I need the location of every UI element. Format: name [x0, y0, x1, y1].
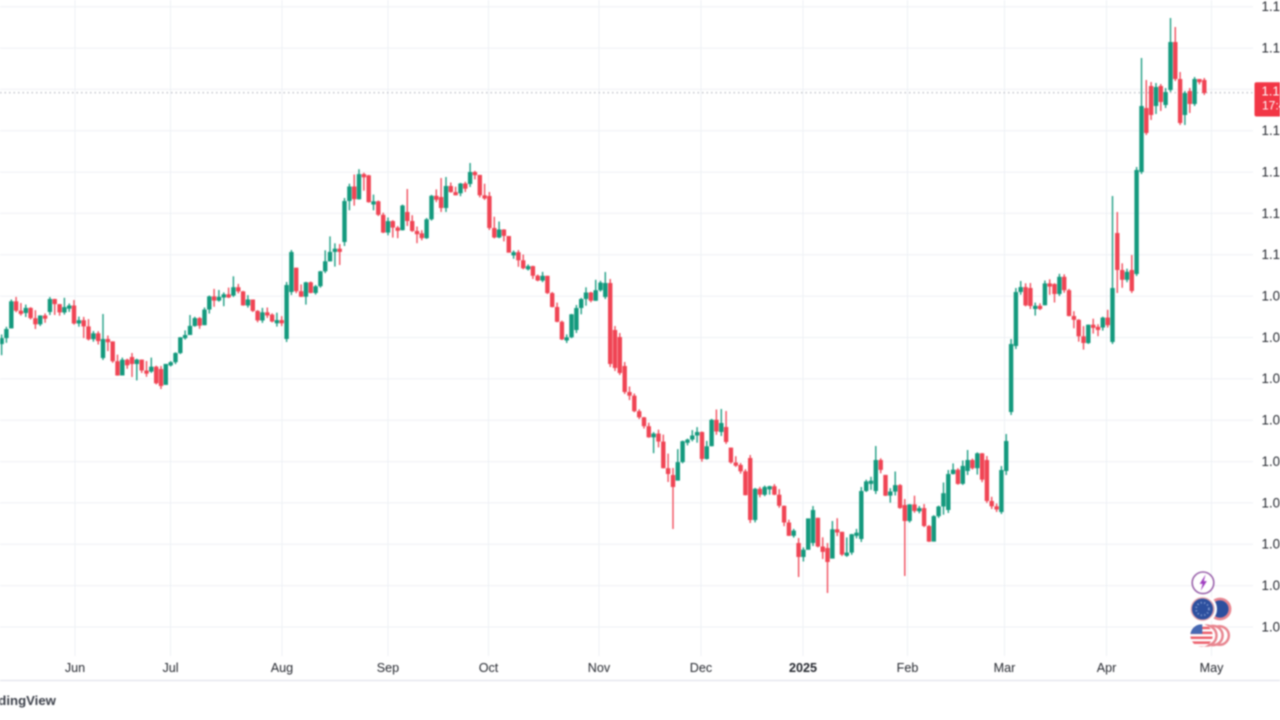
svg-text:1.08: 1.08 [1262, 330, 1280, 345]
svg-text:Sep: Sep [377, 661, 399, 675]
svg-text:Apr: Apr [1097, 661, 1117, 675]
svg-text:Mar: Mar [994, 661, 1016, 675]
svg-text:1.05: 1.05 [1262, 454, 1280, 469]
svg-text:May: May [1200, 661, 1224, 675]
svg-text:1.02: 1.02 [1262, 578, 1280, 593]
svg-text:1.15: 1.15 [1262, 41, 1280, 56]
svg-text:17:4: 17:4 [1262, 99, 1280, 113]
svg-text:1.06: 1.06 [1262, 413, 1280, 428]
svg-text:1.16: 1.16 [1262, 0, 1280, 14]
svg-text:1.01: 1.01 [1262, 619, 1280, 634]
svg-text:Dec: Dec [690, 661, 712, 675]
svg-text:1.04: 1.04 [1262, 495, 1280, 510]
svg-text:1.09: 1.09 [1262, 289, 1280, 304]
svg-text:2025: 2025 [789, 661, 817, 675]
svg-text:Oct: Oct [479, 661, 499, 675]
svg-text:Nov: Nov [588, 661, 611, 675]
svg-text:Jul: Jul [162, 661, 178, 675]
svg-text:Aug: Aug [271, 661, 293, 675]
svg-text:Jun: Jun [65, 661, 85, 675]
svg-text:Feb: Feb [897, 661, 919, 675]
svg-text:1.07: 1.07 [1262, 371, 1280, 386]
svg-text:1.12: 1.12 [1262, 165, 1280, 180]
svg-text:1.13: 1.13 [1262, 84, 1280, 99]
svg-text:TradingView: TradingView [0, 693, 57, 708]
svg-text:1.10: 1.10 [1262, 247, 1280, 262]
svg-text:1.03: 1.03 [1262, 537, 1280, 552]
svg-text:1.11: 1.11 [1262, 206, 1280, 221]
svg-text:1.13: 1.13 [1262, 123, 1280, 138]
